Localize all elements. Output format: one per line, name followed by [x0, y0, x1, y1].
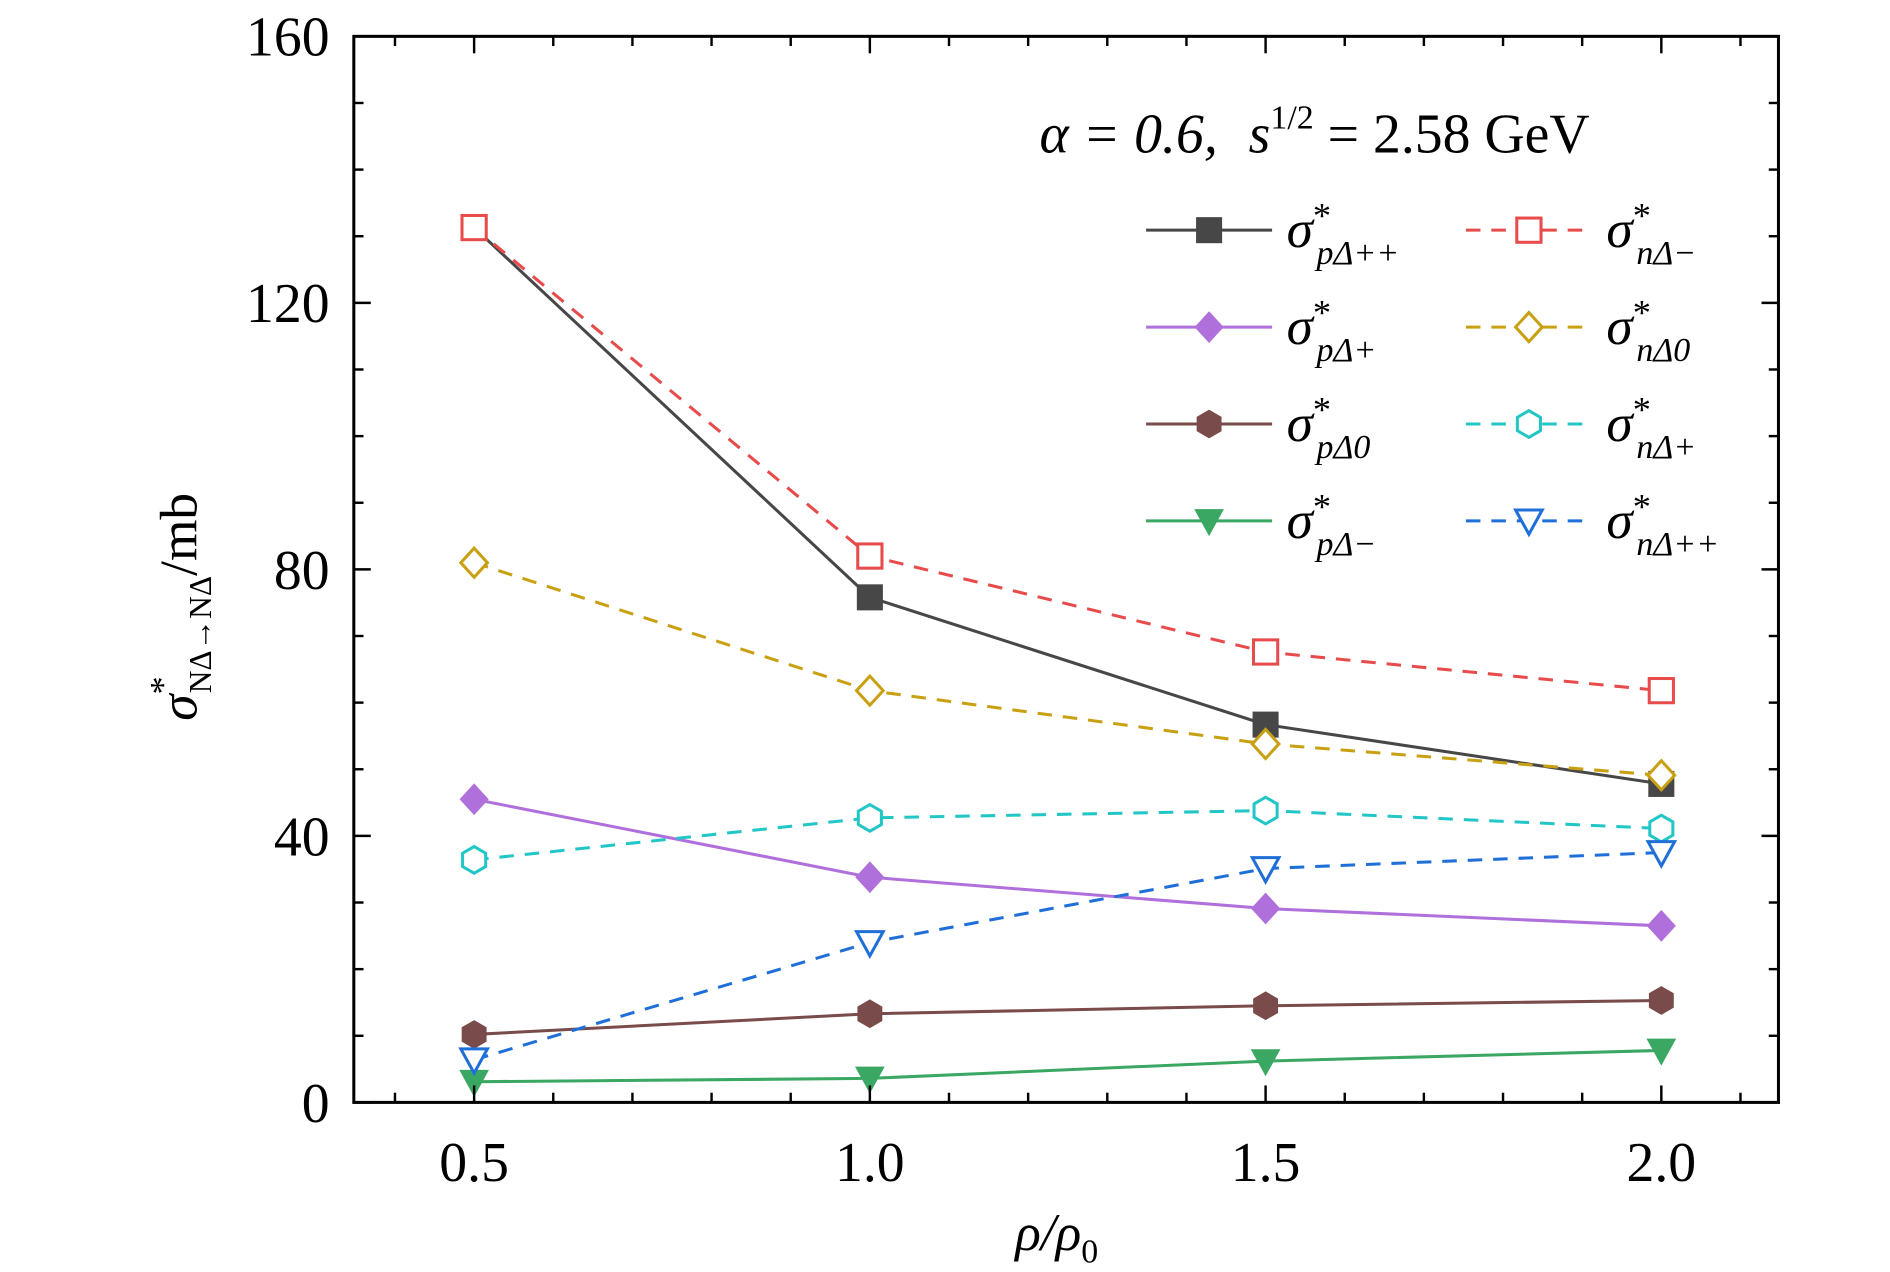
y-tick-label: 0 — [302, 1073, 330, 1135]
data-point-pdeltaplus — [459, 783, 489, 816]
legend: σ* pΔ++ σ* nΔ− σ* pΔ+ σ* nΔ0 σ* pΔ0 σ* nΔ+ σ* pΔ− σ* nΔ… — [1146, 196, 1719, 563]
data-point-ndelta0 — [1645, 758, 1677, 793]
data-point-pdeltaplusplus — [856, 584, 883, 611]
legend-label-ndeltaplusplus: σ* nΔ++ — [1606, 486, 1719, 562]
y-tick-label: 120 — [246, 273, 330, 335]
x-tick-label: 0.5 — [439, 1132, 509, 1194]
data-point-ndeltaplusplus — [1645, 840, 1678, 870]
legend-label-ndelta0: σ* nΔ0 — [1606, 293, 1690, 369]
legend-marker-pdeltaplus — [1194, 311, 1224, 343]
series-line-pdelta0 — [474, 998, 1662, 1036]
data-point-pdeltaminus — [854, 1066, 885, 1094]
series-line-ndeltaminus — [473, 226, 1662, 693]
legend-label-ndeltaminus: σ* nΔ− — [1606, 196, 1696, 272]
data-point-ndeltaplusplus — [458, 1047, 491, 1077]
y-axis-label: σ*NΔ→NΔ/mb — [143, 493, 218, 721]
y-tick-label: 40 — [274, 806, 330, 868]
legend-label-pdeltaplus: σ* pΔ+ — [1287, 293, 1377, 369]
plot-lines — [473, 226, 1662, 1084]
data-point-pdeltaminus — [1646, 1038, 1677, 1066]
annotation: α = 0.6, s1/2 = 2.58 GeV — [1039, 99, 1589, 165]
series-line-pdeltaplus — [473, 797, 1662, 928]
data-point-pdeltaplus — [1646, 909, 1676, 942]
data-point-pdelta0 — [1648, 986, 1674, 1015]
legend-marker-pdelta0 — [1196, 409, 1222, 439]
data-point-ndeltaminus — [1251, 638, 1280, 666]
y-tick-label: 160 — [246, 7, 330, 69]
data-point-ndeltaplus — [1252, 795, 1279, 826]
data-point-pdeltaplus — [1251, 892, 1281, 925]
legend-marker-ndeltaplus — [1515, 408, 1542, 440]
data-point-ndeltaplus — [856, 802, 883, 833]
data-point-pdelta0 — [1253, 991, 1279, 1021]
legend-label-ndeltaplus: σ* nΔ+ — [1606, 390, 1696, 466]
legend-label-pdeltaplusplus: σ* pΔ++ — [1287, 196, 1400, 272]
legend-label-pdeltaminus: σ* pΔ− — [1287, 486, 1377, 562]
plot-frame — [352, 34, 1780, 1104]
data-point-ndeltaminus — [460, 213, 488, 242]
legend-marker-ndeltaminus — [1515, 216, 1543, 244]
series-line-pdeltaminus — [474, 1048, 1662, 1084]
data-point-pdelta0 — [857, 999, 883, 1029]
tick-labels: 0.5 1.0 1.5 2.0 0 40 80 120 160 — [246, 7, 1696, 1194]
series-line-ndeltaplus — [473, 809, 1662, 862]
data-point-ndelta0 — [1250, 727, 1281, 761]
x-tick-label: 1.0 — [835, 1132, 905, 1194]
x-axis-label: ρ/ρ0 — [1013, 1203, 1098, 1270]
data-point-ndelta0 — [458, 545, 490, 580]
data-point-ndeltaplus — [1648, 813, 1675, 844]
series-line-ndelta0 — [473, 561, 1662, 777]
axis-ticks — [353, 35, 1779, 1104]
data-point-ndeltaplusplus — [853, 930, 886, 959]
legend-marker-ndeltaplusplus — [1513, 508, 1545, 538]
series-line-pdeltaplusplus — [473, 226, 1662, 786]
data-point-ndelta0 — [854, 673, 886, 708]
data-point-pdelta0 — [461, 1020, 487, 1049]
x-tick-label: 1.5 — [1231, 1132, 1301, 1194]
data-point-pdeltaminus — [1250, 1049, 1281, 1077]
series-line-ndeltaplusplus — [473, 851, 1662, 1062]
legend-label-pdelta0: σ* pΔ0 — [1287, 390, 1371, 466]
y-tick-label: 80 — [274, 540, 330, 602]
legend-marker-pdeltaminus — [1194, 509, 1224, 537]
data-point-ndeltaminus — [856, 542, 884, 570]
data-point-ndeltaminus — [1647, 677, 1675, 705]
x-tick-label: 2.0 — [1626, 1132, 1696, 1194]
plot-markers — [458, 213, 1678, 1097]
data-point-ndeltaplusplus — [1249, 856, 1282, 886]
legend-marker-pdeltaplusplus — [1196, 217, 1223, 244]
data-point-ndeltaplus — [461, 844, 488, 875]
legend-marker-ndelta0 — [1513, 310, 1545, 344]
data-point-pdeltaplus — [855, 861, 885, 894]
